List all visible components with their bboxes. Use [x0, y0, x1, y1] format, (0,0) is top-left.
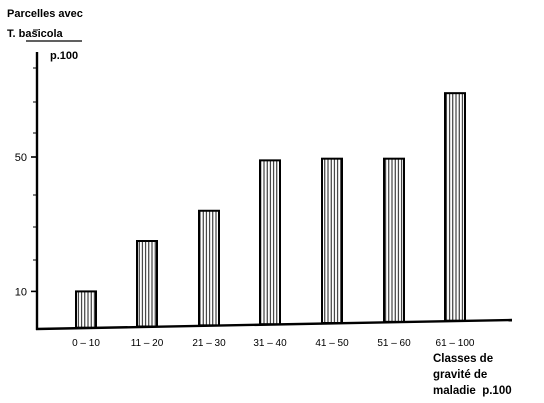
category-label-0-10: 0 – 10	[72, 338, 100, 349]
bars	[75, 92, 466, 329]
category-label-51-60: 51 – 60	[377, 338, 411, 349]
category-label-31-40: 31 – 40	[253, 338, 287, 349]
category-label-11-20: 11 – 20	[131, 338, 164, 349]
bar-51-60	[383, 157, 405, 323]
category-label-61-100: 61 – 100	[436, 338, 475, 349]
bar-61-100	[444, 92, 466, 322]
y-axis-title-line-1: Parcelles avec	[7, 8, 83, 20]
x-axis-title-line-3: maladie p.100	[433, 385, 512, 397]
y-axis-title-line-3: p.100	[50, 50, 78, 62]
category-labels: 0 – 10 11 – 20 21 – 30 31 – 40 41 – 50 51 – 6…	[72, 338, 475, 349]
bar-11-20	[136, 240, 158, 328]
x-axis-title-line-2: gravité de	[433, 369, 487, 381]
bar-21-30	[198, 209, 220, 327]
y-ticks: 10 50	[15, 29, 38, 298]
x-axis-title-line-1: Classes de	[433, 353, 493, 365]
category-label-21-30: 21 – 30	[192, 338, 226, 349]
bar-41-50	[321, 157, 343, 325]
category-label-41-50: 41 – 50	[315, 338, 349, 349]
y-axis-title-line-2: T. basicola	[7, 28, 64, 40]
y-tick-label: 10	[15, 286, 27, 298]
bar-0-10	[75, 290, 97, 329]
bar-31-40	[259, 159, 281, 326]
y-tick-label: 50	[15, 152, 27, 164]
